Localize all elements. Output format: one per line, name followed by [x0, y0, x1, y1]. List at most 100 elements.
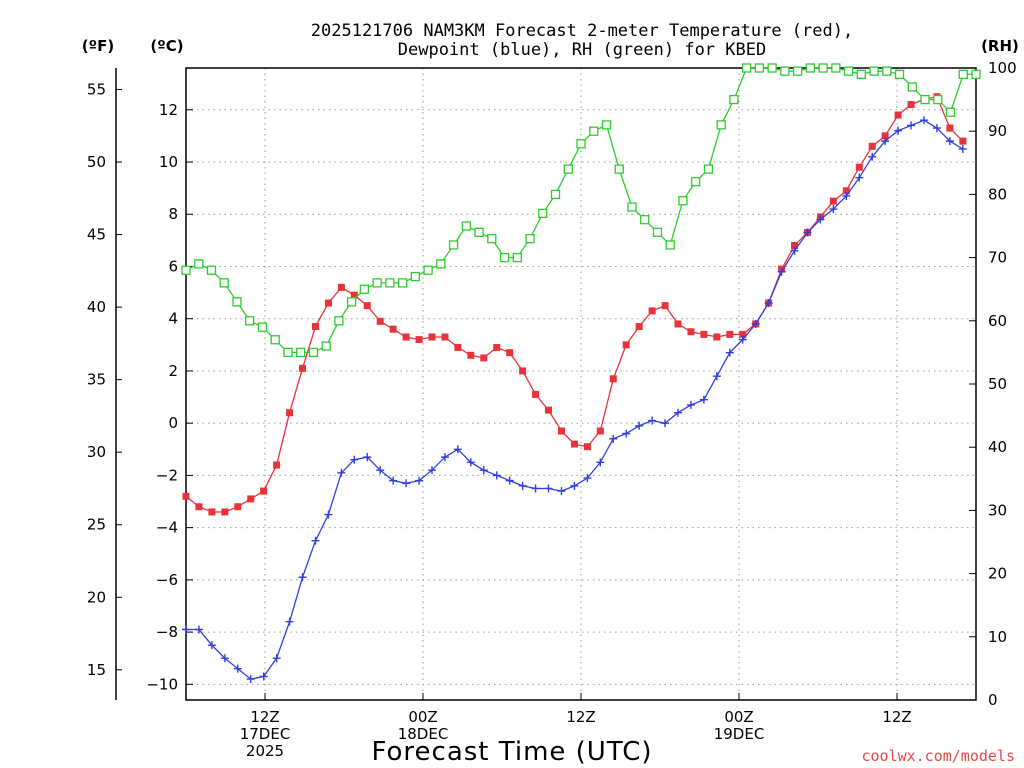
rh-point [640, 215, 650, 225]
dewpoint-point [777, 267, 786, 276]
celsius-tick-label: 8 [168, 205, 178, 223]
temperature-point [739, 330, 747, 338]
rh-point [448, 240, 459, 250]
temperature-point [583, 443, 591, 451]
dewpoint-point [803, 228, 812, 237]
dewpoint-point [233, 664, 242, 673]
dewpoint-point [544, 484, 553, 493]
dewpoint-point [220, 654, 229, 663]
temperature-point [234, 503, 242, 511]
dewpoint-point [298, 573, 307, 582]
rh-point [334, 316, 344, 326]
dewpoint-line [186, 119, 964, 680]
rh-point [601, 120, 612, 130]
dewpoint-point [699, 395, 708, 404]
rh-point [971, 69, 981, 79]
fahrenheit-tick-label: 40 [87, 298, 106, 316]
rh-point [882, 66, 892, 76]
rh-tick-label: 100 [988, 59, 1017, 77]
rh-point [525, 233, 535, 244]
dewpoint-point [881, 137, 890, 146]
rh-point [474, 227, 484, 237]
rh-point [678, 196, 688, 206]
rh-point [958, 69, 968, 79]
rh-tick-label: 80 [988, 185, 1007, 203]
celsius-tick-label: −8 [156, 623, 178, 641]
celsius-tick-label: −10 [146, 675, 178, 693]
dewpoint-point [324, 510, 333, 519]
temperature-point [829, 197, 837, 205]
temperature-point [726, 330, 734, 338]
rh-point [410, 271, 421, 282]
grid-lines [186, 68, 976, 700]
temperature-point [700, 330, 708, 338]
celsius-unit-label: (ºC) [150, 37, 183, 55]
time-tick-label: 12Z [882, 708, 911, 726]
rh-point [283, 347, 293, 358]
rh-point [436, 259, 446, 269]
rh-point [270, 335, 280, 345]
dewpoint-point [492, 471, 501, 480]
rh-point [385, 278, 395, 288]
rh-point [245, 316, 255, 326]
fahrenheit-tick-label: 45 [87, 226, 106, 244]
temperature-point [907, 101, 915, 109]
dewpoint-point [725, 348, 734, 357]
rh-tick-label: 70 [988, 249, 1007, 267]
temperature-point [506, 349, 514, 357]
temperature-point [350, 291, 358, 299]
rh-point [194, 259, 204, 269]
celsius-tick-label: −2 [156, 466, 178, 484]
temperature-point [791, 242, 799, 250]
celsius-tick-label: 10 [159, 153, 178, 171]
rh-point [831, 63, 841, 73]
rh-tick-label: 40 [988, 438, 1007, 456]
dewpoint-point [453, 445, 462, 454]
rh-point [716, 120, 726, 130]
rh-point [703, 164, 714, 174]
temperature-point [208, 508, 216, 516]
temperature-point [674, 320, 682, 328]
time-tick-label: 12Z [566, 708, 595, 726]
dewpoint-point [207, 641, 216, 650]
rh-point [206, 265, 217, 275]
time-tick-label: 17DEC [240, 725, 291, 743]
temperature-point [376, 317, 384, 325]
dewpoint-point [842, 191, 851, 200]
rh-point [907, 82, 917, 92]
rh-point [372, 278, 382, 288]
dewpoint-point [440, 453, 449, 462]
rh-point [920, 94, 930, 105]
temperature-point [855, 163, 863, 171]
temperature-point [713, 333, 721, 341]
dewpoint-point [919, 116, 928, 125]
rh-point [538, 208, 548, 219]
temperature-point [299, 364, 307, 372]
rh-point [397, 278, 408, 288]
temperature-point [635, 323, 643, 331]
rh-point [614, 164, 624, 174]
celsius-tick-label: 0 [168, 414, 178, 432]
rh-point [550, 189, 561, 200]
rh-point [423, 265, 433, 275]
celsius-tick-label: −4 [156, 519, 178, 537]
dewpoint-point [764, 299, 773, 308]
dewpoint-point [738, 335, 747, 344]
series-layer [181, 63, 981, 684]
rh-point [652, 227, 663, 237]
rh-point [843, 66, 854, 76]
temperature-point [493, 343, 501, 351]
dewpoint-point [182, 625, 190, 634]
time-tick-label: 12Z [250, 708, 279, 726]
rh-tick-label: 60 [988, 312, 1007, 330]
rh-point [563, 164, 573, 174]
rh-point [308, 347, 319, 358]
dewpoint-point [751, 319, 760, 328]
temperature-point [221, 508, 229, 516]
dewpoint-point [363, 453, 372, 462]
fahrenheit-tick-label: 55 [87, 80, 106, 98]
temperature-point [959, 137, 967, 145]
dewpoint-point [518, 481, 527, 490]
temperature-point [182, 492, 190, 500]
dewpoint-point [596, 458, 605, 467]
